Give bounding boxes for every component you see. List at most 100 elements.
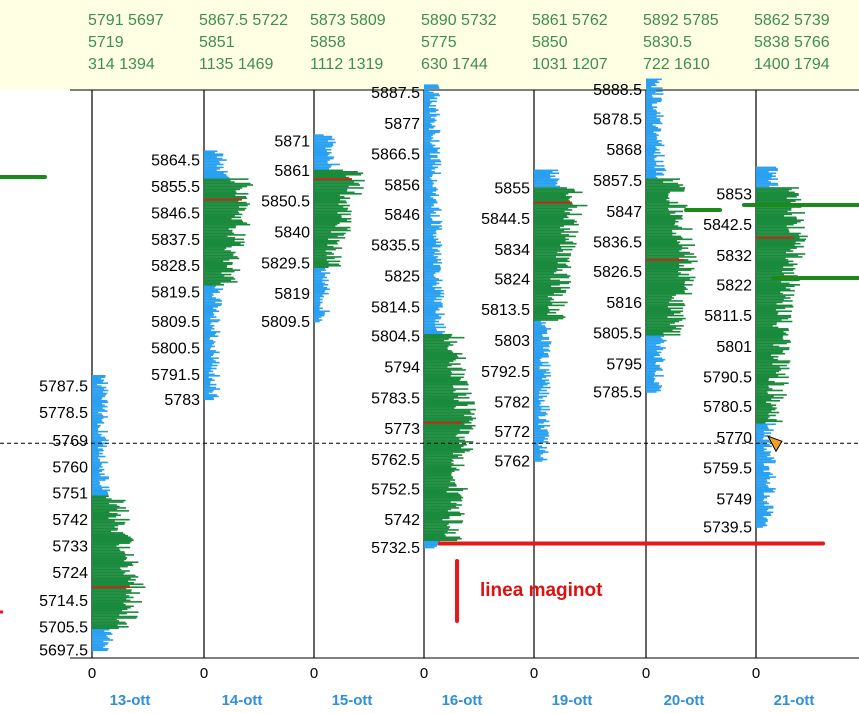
profile-bar — [646, 328, 682, 330]
profile-bar — [92, 489, 110, 492]
profile-bar — [424, 332, 443, 335]
profile-bar — [756, 197, 787, 200]
profile-bar — [424, 380, 468, 383]
profile-bar — [92, 501, 124, 503]
profile-bar — [424, 460, 454, 462]
profile-bar — [314, 215, 342, 217]
profile-bar — [92, 631, 112, 634]
profile-bar — [756, 242, 801, 245]
profile-bar — [424, 263, 434, 266]
profile-bar — [646, 90, 663, 92]
profile-bar — [756, 463, 764, 465]
profile-bar — [314, 239, 340, 242]
profile-bar — [534, 338, 549, 340]
profile-bar — [424, 426, 472, 428]
price-tick-label: 5840 — [274, 224, 310, 241]
price-tick-label: 5762.5 — [371, 452, 420, 469]
profile-bar — [204, 316, 217, 318]
profile-bar — [204, 181, 235, 183]
profile-bar — [756, 166, 777, 169]
profile-bar — [534, 187, 567, 189]
profile-bar — [756, 248, 791, 251]
profile-bar — [534, 420, 550, 423]
profile-bar — [534, 250, 563, 252]
profile-bar — [92, 380, 103, 383]
price-tick-label: 5805.5 — [593, 326, 642, 343]
profile-bar — [534, 357, 542, 360]
profile-bar — [424, 408, 476, 411]
profile-bar — [534, 254, 571, 257]
profile-bar — [92, 499, 126, 502]
profile-bar — [646, 298, 672, 301]
profile-bar — [424, 190, 437, 192]
profile-bar — [534, 424, 551, 427]
date-tick-label: 14-ott — [222, 692, 263, 709]
profile-bar — [424, 446, 462, 449]
profile-bar — [756, 502, 769, 505]
profile-bar — [424, 204, 434, 207]
profile-bar — [534, 185, 560, 188]
profile-bar — [314, 159, 330, 161]
profile-bar — [534, 191, 583, 194]
profile-bar — [424, 535, 446, 537]
profile-bar — [424, 151, 440, 154]
profile-bar — [756, 188, 792, 191]
profile-bar — [756, 382, 789, 384]
profile-bar — [424, 272, 436, 274]
profile-bar — [314, 200, 346, 202]
profile-bar — [314, 203, 339, 205]
profile-bar — [204, 173, 227, 176]
profile-bar — [534, 375, 551, 377]
profile-bar — [756, 284, 801, 286]
profile-bar — [204, 229, 233, 232]
price-tick-label: 5749 — [716, 492, 752, 509]
profile-bar — [534, 298, 554, 301]
profile-bar — [204, 361, 220, 364]
profile-bar — [534, 395, 547, 398]
profile-bar — [424, 316, 442, 318]
profile-bar — [424, 276, 436, 279]
profile-bar — [314, 311, 325, 314]
profile-bar — [314, 156, 334, 158]
profile-bar — [424, 358, 456, 361]
profile-bar — [646, 175, 656, 178]
profile-bar — [646, 373, 655, 376]
profile-bar — [314, 191, 355, 194]
price-tick-label: 5742 — [384, 512, 420, 529]
profile-bar — [424, 284, 437, 286]
profile-bar — [756, 451, 771, 453]
profile-bar — [204, 184, 253, 186]
profile-bar — [424, 112, 430, 114]
profile-bar — [424, 226, 440, 229]
profile-bar — [756, 311, 779, 314]
profile-bar — [756, 375, 779, 377]
profile-bar — [756, 286, 786, 289]
profile-bar — [756, 300, 793, 302]
price-tick-label: 5751 — [52, 486, 88, 503]
profile-bar — [204, 168, 221, 170]
profile-bar — [756, 460, 776, 462]
profile-bar — [646, 279, 694, 282]
profile-bar — [92, 482, 101, 484]
profile-bar — [92, 388, 104, 390]
profile-bar — [646, 300, 683, 302]
profile-bar — [424, 369, 466, 371]
profile-bar — [424, 172, 441, 175]
profile-bar — [534, 178, 560, 180]
profile-bar — [424, 210, 434, 213]
profile-bar — [646, 112, 661, 114]
profile-bar — [424, 323, 444, 326]
profile-bar — [756, 468, 770, 471]
price-tick-label: 5871 — [274, 133, 310, 150]
profile-bar — [314, 169, 343, 172]
profile-bar — [92, 455, 106, 458]
profile-bar — [646, 153, 654, 155]
profile-bar — [92, 626, 129, 628]
profile-bar — [646, 146, 656, 148]
profile-bar — [534, 235, 576, 238]
profile-bar — [646, 251, 690, 254]
profile-bar — [646, 291, 685, 293]
profile-bar — [534, 394, 539, 396]
profile-bar — [756, 172, 777, 175]
profile-bar — [646, 206, 686, 208]
